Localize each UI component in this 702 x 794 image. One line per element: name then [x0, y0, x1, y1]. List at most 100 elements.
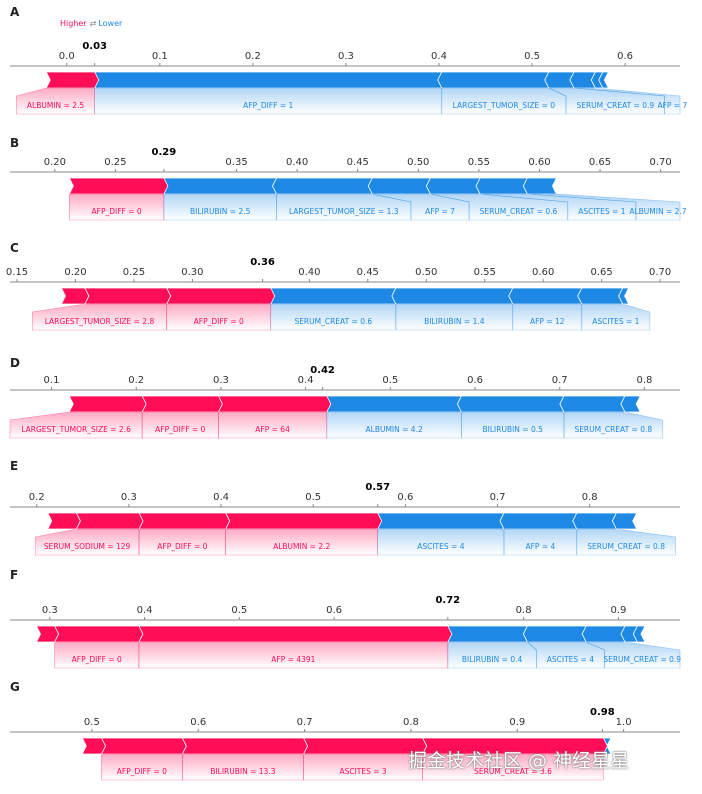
- lower-feature-label: LARGEST_TUMOR_SIZE = 1.3: [289, 207, 399, 216]
- higher-feature-bar: [68, 177, 169, 195]
- x-tick-label: 0.60: [532, 267, 554, 278]
- x-tick-label: 0.5: [231, 605, 247, 616]
- lower-feature-label: BILIRUBIN = 1.4: [424, 317, 485, 326]
- x-tick-label: 0.3: [121, 492, 137, 503]
- higher-feature-bar: [47, 512, 81, 530]
- x-tick-label: 0.35: [225, 157, 247, 168]
- lower-feature-bar: [522, 177, 558, 195]
- lower-feature-bar: [425, 177, 481, 195]
- x-tick-label: 0.45: [357, 267, 379, 278]
- legend-lower: Lower: [98, 19, 123, 28]
- x-tick-label: 0.3: [338, 51, 354, 62]
- lower-feature-label: AFP = 12: [530, 317, 565, 326]
- x-tick-label: 0.0: [59, 51, 75, 62]
- panel-letter: G: [10, 680, 20, 694]
- higher-feature-connector: [9, 411, 143, 439]
- x-tick-label: 0.2: [128, 375, 144, 386]
- x-tick-label: 0.6: [467, 375, 483, 386]
- lower-feature-label: ASCITES = 4: [417, 542, 464, 551]
- x-tick-label: 0.5: [84, 717, 100, 728]
- lower-feature-bar: [367, 177, 432, 195]
- x-tick-label: 0.65: [591, 267, 613, 278]
- x-tick-label: 0.70: [649, 157, 671, 168]
- x-tick-label: 0.9: [610, 605, 626, 616]
- x-tick-label: 0.9: [509, 717, 525, 728]
- force-plot-panel-C: C 0.15 0.20 0.25 0.30 0.40 0.45 0.50 0.55 0.60 0.6…: [6, 241, 680, 331]
- lower-feature-bar: [373, 512, 505, 530]
- lower-feature-bar: [577, 287, 624, 305]
- force-plot-panel-F: F 0.3 0.4 0.5 0.6 0.8 0.9 0.72 BILIRUBIN = 0.4 AS…: [10, 568, 681, 669]
- x-tick-label: 0.8: [403, 717, 419, 728]
- x-tick-label: 0.50: [415, 267, 437, 278]
- x-tick-label: 0.2: [245, 51, 261, 62]
- lower-feature-label: SERUM_CREAT = 0.6: [480, 207, 558, 216]
- x-tick-label: 0.25: [123, 267, 145, 278]
- lower-feature-label: ALBUMIN = 4.2: [366, 425, 423, 434]
- x-tick-label: 0.20: [64, 267, 86, 278]
- lower-feature-bar: [90, 71, 443, 89]
- higher-feature-bar: [141, 395, 223, 413]
- higher-feature-connector: [101, 753, 183, 781]
- higher-feature-bar: [81, 737, 106, 755]
- higher-feature-label: AFP_DIFF = 0: [194, 317, 244, 326]
- panel-letter: D: [10, 356, 20, 370]
- higher-feature-label: LARGEST_TUMOR_SIZE = 2.8: [45, 317, 155, 326]
- x-tick-label: 0.65: [589, 157, 611, 168]
- higher-feature-label: AFP_DIFF = 0: [155, 425, 205, 434]
- higher-feature-label: BILIRUBIN = 13.3: [210, 767, 275, 776]
- higher-feature-bar: [75, 512, 144, 530]
- x-tick-label: 0.4: [137, 605, 153, 616]
- x-tick-label: 0.5: [305, 492, 321, 503]
- higher-feature-bar: [84, 287, 172, 305]
- force-plot-panel-E: E 0.2 0.3 0.4 0.5 0.6 0.7 0.8 0.57 ASCITES = 4 AFP…: [10, 459, 680, 556]
- lower-feature-label: SERUM_CREAT = 0.9: [576, 101, 654, 110]
- lower-feature-bar: [618, 287, 630, 305]
- panel-letter: C: [10, 241, 19, 255]
- higher-feature-label: AFP_DIFF = 0: [72, 655, 122, 664]
- lower-feature-connector: [527, 193, 681, 221]
- higher-feature-bar: [181, 737, 308, 755]
- lower-feature-bar: [598, 71, 609, 89]
- output-value-label: 0.36: [250, 257, 275, 268]
- x-tick-label: 0.6: [190, 717, 206, 728]
- lower-feature-label: ALBUMIN = 2.7: [629, 207, 686, 216]
- lower-feature-label: ASCITES = 1: [592, 317, 639, 326]
- lower-feature-label: ASCITES = 4: [547, 655, 594, 664]
- higher-feature-bar: [60, 287, 90, 305]
- lower-feature-bar: [632, 625, 646, 643]
- higher-feature-bar: [138, 625, 453, 643]
- higher-feature-label: AFP = 64: [255, 425, 290, 434]
- x-tick-label: 0.55: [468, 157, 490, 168]
- higher-feature-bar: [35, 625, 59, 643]
- higher-feature-connector: [54, 641, 140, 669]
- lower-feature-bar: [522, 625, 587, 643]
- lower-feature-label: BILIRUBIN = 0.4: [462, 655, 523, 664]
- panel-letter: E: [10, 459, 18, 473]
- output-value-label: 0.72: [435, 595, 460, 606]
- x-tick-label: 0.60: [528, 157, 550, 168]
- output-value-label: 0.29: [152, 147, 177, 158]
- force-plot-panel-D: D 0.1 0.2 0.3 0.4 0.5 0.6 0.7 0.8 0.42 ALBUMIN = 4…: [9, 356, 680, 439]
- legend-higher: Higher: [60, 19, 87, 28]
- lower-feature-bar: [443, 625, 529, 643]
- force-plot-panel-G: G 0.5 0.6 0.7 0.8 0.9 1.00.98 SERUM_CREAT = 3.6…: [10, 680, 680, 781]
- lower-feature-bar: [581, 625, 626, 643]
- x-tick-label: 0.20: [44, 157, 66, 168]
- lower-feature-bar: [457, 395, 565, 413]
- panel-letter: A: [10, 5, 20, 19]
- x-tick-label: 0.1: [44, 375, 60, 386]
- higher-feature-label: LARGEST_TUMOR_SIZE = 2.6: [21, 425, 131, 434]
- x-tick-label: 0.40: [286, 157, 308, 168]
- legend-arrows-icon: ⇄: [90, 19, 97, 28]
- x-tick-label: 0.8: [582, 492, 598, 503]
- higher-feature-label: ALBUMIN = 2.5: [27, 101, 84, 110]
- lower-feature-label: AFP_DIFF = 1: [243, 101, 293, 110]
- x-tick-label: 0.2: [29, 492, 45, 503]
- x-tick-label: 0.4: [298, 375, 314, 386]
- legend: Higher ⇄ Lower: [60, 19, 123, 28]
- lower-feature-bar: [559, 395, 626, 413]
- higher-feature-bar: [45, 71, 100, 89]
- lower-feature-label: LARGEST_TUMOR_SIZE = 0: [453, 101, 556, 110]
- lower-feature-label: BILIRUBIN = 2.5: [190, 207, 251, 216]
- lower-feature-bar: [475, 177, 528, 195]
